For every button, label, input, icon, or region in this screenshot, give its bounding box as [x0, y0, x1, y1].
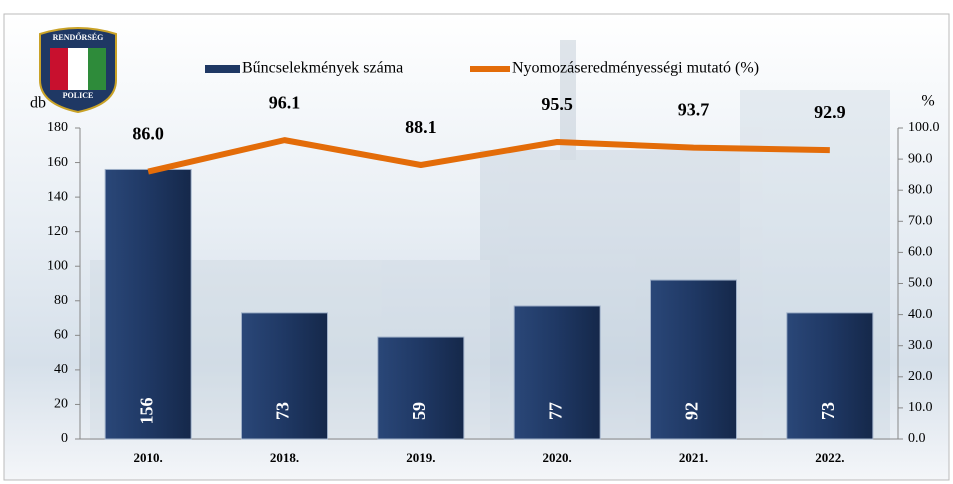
bar-value-label: 77 — [545, 402, 565, 420]
line-value-label: 95.5 — [541, 94, 573, 114]
bar-value-label: 92 — [682, 402, 702, 420]
y2-tick-label: 20.0 — [908, 369, 933, 384]
y2-tick-label: 90.0 — [908, 151, 933, 166]
y-tick-label: 60 — [54, 328, 68, 343]
y2-tick-label: 40.0 — [908, 307, 933, 322]
logo: RENDŐRSÉG POLICE — [39, 27, 117, 114]
y2-tick-label: 70.0 — [908, 214, 933, 229]
y2-tick-label: 60.0 — [908, 245, 933, 260]
bar — [241, 312, 328, 440]
y-tick-label: 20 — [54, 397, 68, 412]
legend-swatch — [205, 65, 240, 73]
legend-label: Nyomozáseredményességi mutató (%) — [512, 60, 759, 77]
bar-value-label: 73 — [818, 402, 838, 420]
logo-bottom: POLICE — [63, 91, 94, 100]
bar-value-label: 73 — [273, 402, 293, 420]
bar-value-label: 156 — [136, 398, 156, 425]
y2-tick-label: 80.0 — [908, 182, 933, 197]
y-tick-label: 80 — [54, 293, 68, 308]
line-value-label: 86.0 — [132, 124, 164, 144]
y-tick-label: 40 — [54, 362, 68, 377]
y-tick-label: 180 — [47, 120, 68, 135]
bar — [786, 312, 874, 440]
y-axis-label: db — [30, 95, 46, 112]
y2-tick-label: 50.0 — [908, 276, 933, 291]
line-value-label: 88.1 — [405, 117, 437, 137]
y-tick-label: 140 — [47, 189, 68, 204]
line-value-label: 92.9 — [814, 102, 846, 122]
y2-tick-label: 30.0 — [908, 338, 933, 353]
y-tick-label: 160 — [47, 155, 68, 170]
bar — [513, 305, 601, 440]
x-tick-label: 2022. — [815, 450, 844, 465]
y-tick-label: 120 — [47, 224, 68, 239]
legend-label: Bűncselekmények száma — [242, 60, 403, 77]
bar — [104, 168, 192, 440]
line-value-label: 93.7 — [678, 100, 710, 120]
logo-top: RENDŐRSÉG — [53, 32, 104, 42]
x-tick-label: 2019. — [406, 450, 435, 465]
x-tick-label: 2010. — [134, 450, 163, 465]
line — [147, 137, 830, 175]
y2-axis-label: % — [921, 93, 934, 110]
y-tick-label: 0 — [61, 431, 68, 446]
x-tick-label: 2021. — [679, 450, 708, 465]
bar — [650, 279, 737, 440]
y2-tick-label: 10.0 — [908, 400, 933, 415]
line-value-label: 96.1 — [269, 92, 301, 112]
y2-tick-label: 100.0 — [908, 120, 940, 135]
y-tick-label: 100 — [47, 258, 68, 273]
x-tick-label: 2018. — [270, 450, 299, 465]
x-tick-label: 2020. — [543, 450, 572, 465]
bar-value-label: 59 — [409, 402, 429, 420]
bar — [377, 336, 465, 440]
y2-tick-label: 0.0 — [908, 431, 926, 446]
